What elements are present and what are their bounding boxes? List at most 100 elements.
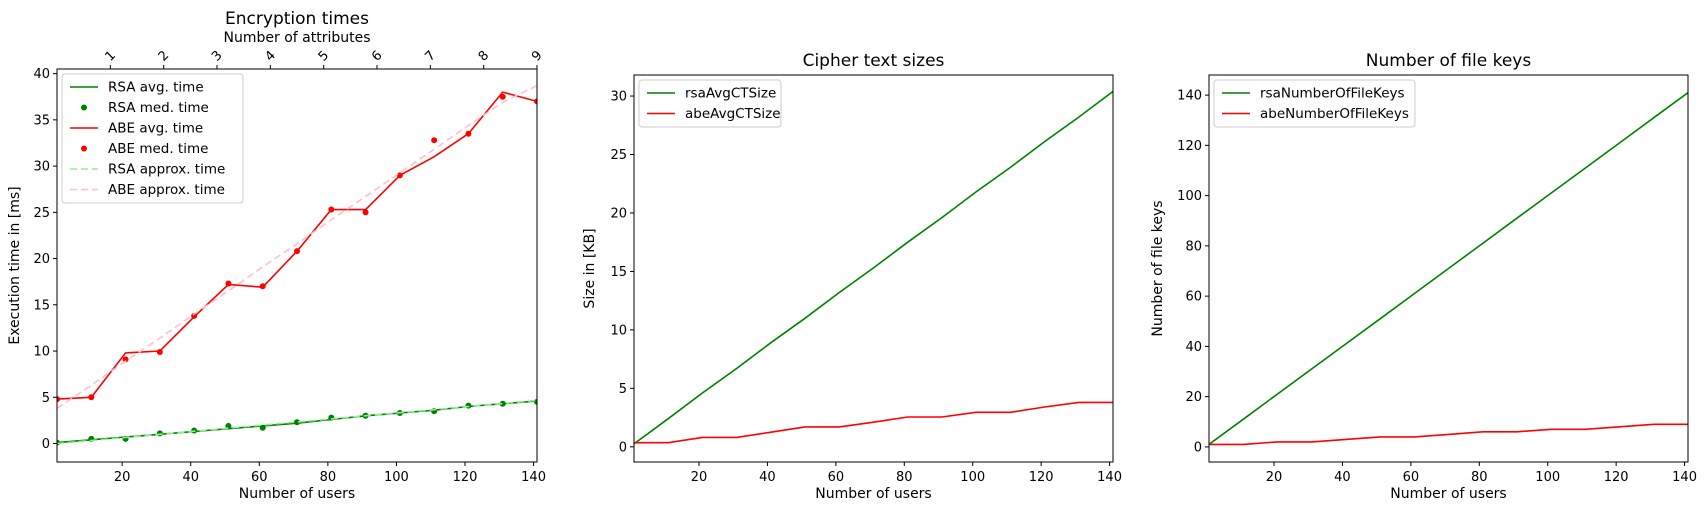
legend-label: RSA avg. time [108, 80, 204, 96]
y-tick-label: 0 [619, 440, 627, 455]
subplot-1: 20 40 60 80 100 120 1400510152025303540Number … [7, 9, 546, 502]
x-tick-label: 120 [1604, 470, 1629, 485]
legend-label: abeAvgCTSize [685, 106, 781, 122]
data-point [259, 283, 266, 290]
x-tick-label: 60 [1403, 470, 1420, 485]
y-tick-label: 20 [610, 206, 627, 221]
legend: rsaAvgCTSize abeAvgCTSize [638, 79, 782, 128]
secondary-x-tick-label: 3 [209, 48, 225, 64]
series-abe-med-time [57, 93, 537, 403]
subplot-2: 20 40 60 80 100 120 140 0 5 10 15 20 25 30 Number of u… [582, 51, 1122, 502]
x-tick-label: 60 [251, 470, 268, 485]
legend-label: RSA approx. time [108, 162, 225, 178]
y-tick-label: 20 [1185, 390, 1202, 405]
chart-title: Cipher text sizes [803, 51, 945, 71]
y-tick-label: 30 [610, 90, 627, 105]
legend-label: RSA med. time [108, 100, 209, 116]
axes-frame [56, 68, 538, 463]
x-tick-label: 140 [1097, 470, 1122, 485]
data-point [534, 98, 537, 105]
y-tick-label: 10 [610, 323, 627, 338]
x-axis-label: Number of users [815, 486, 931, 502]
x-axis-label: Number of users [239, 486, 355, 502]
legend-label: rsaAvgCTSize [685, 86, 776, 102]
secondary-x-axis-label: Number of attributes [224, 30, 371, 46]
x-tick-label: 140 [521, 470, 546, 485]
y-tick-label: 40 [1185, 340, 1202, 355]
data-point [499, 93, 506, 100]
data-point [225, 422, 232, 429]
legend-label: rsaNumberOfFileKeys [1260, 86, 1405, 102]
y-tick-label: 15 [33, 298, 50, 313]
y-tick-label: 10 [33, 345, 50, 360]
y-tick-label: 35 [33, 113, 50, 128]
x-tick-label: 120 [453, 470, 478, 485]
y-tick-label: 40 [33, 67, 50, 82]
y-tick-label: 15 [610, 265, 627, 280]
y-tick-label: 5 [42, 391, 50, 406]
legend-box [638, 79, 782, 128]
y-tick-label: 20 [33, 252, 50, 267]
subplot-3: 20 40 60 80 100 120 140 0 20 40 60 80 100 120 140 Numbe… [1150, 51, 1697, 502]
legend-label: ABE approx. time [108, 182, 225, 198]
data-point [57, 396, 60, 403]
y-tick-label: 120 [1177, 139, 1202, 154]
data-point [88, 394, 95, 401]
data-point [362, 209, 369, 216]
legend-label: ABE med. time [108, 141, 208, 157]
data-point [294, 248, 300, 255]
legend-label: abeNumberOfFileKeys [1260, 106, 1409, 122]
x-tick-label: 20 [1266, 470, 1283, 485]
x-tick-label: 20 [691, 470, 708, 485]
y-tick-label: 140 [1177, 89, 1202, 104]
series-line-rsa-approx-time [57, 399, 537, 445]
plot-area [57, 84, 537, 446]
series-line-abeavgctsize [634, 401, 1113, 444]
axes-frame [633, 74, 1114, 463]
y-tick-label: 80 [1185, 239, 1202, 254]
y-axis-label: Size in [KB] [582, 228, 598, 308]
data-point [431, 137, 438, 144]
y-tick-label: 100 [1177, 189, 1202, 204]
series-line-abe-approx-time [57, 84, 537, 410]
secondary-x-tick-label: 7 [422, 48, 438, 64]
legend-label: ABE avg. time [108, 121, 203, 137]
x-tick-label: 80 [320, 470, 337, 485]
x-tick-label: 80 [896, 470, 913, 485]
axes-frame [1208, 74, 1689, 463]
series-line-rsanumberoffilekeys [1209, 91, 1688, 446]
data-point [122, 356, 129, 363]
x-tick-label: 40 [1334, 470, 1351, 485]
x-tick-label: 120 [1029, 470, 1054, 485]
secondary-x-tick-label: 2 [156, 48, 172, 64]
y-tick-label: 0 [1194, 440, 1202, 455]
legend-marker [81, 145, 87, 152]
y-axis-label: Execution time in [ms] [7, 186, 23, 344]
data-point [396, 172, 403, 179]
x-tick-label: 100 [384, 470, 409, 485]
legend: rsaNumberOfFileKeys abeNumberOfFileKeys [1213, 79, 1416, 128]
y-tick-label: 25 [33, 206, 50, 221]
data-point [328, 206, 335, 213]
x-axis-label: Number of users [1390, 486, 1506, 502]
y-tick-label: 0 [42, 437, 50, 452]
x-tick-label: 60 [828, 470, 845, 485]
data-point [225, 280, 232, 287]
x-tick-label: 100 [960, 470, 985, 485]
x-tick-label: 80 [1471, 470, 1488, 485]
data-point [294, 419, 300, 426]
legend-box [61, 73, 244, 204]
data-point [328, 414, 335, 421]
series-line-rsaavgctsize [634, 90, 1113, 445]
x-tick-label: 40 [182, 470, 199, 485]
plot-area [1209, 91, 1688, 446]
data-point [259, 424, 266, 431]
secondary-x-tick-label: 4 [262, 48, 278, 64]
data-point [156, 348, 163, 355]
secondary-x-tick-label: 1 [102, 48, 118, 64]
y-tick-label: 60 [1185, 290, 1202, 305]
chart-title: Encryption times [225, 9, 369, 29]
x-tick-label: 140 [1672, 470, 1697, 485]
legend-box [1213, 79, 1416, 128]
